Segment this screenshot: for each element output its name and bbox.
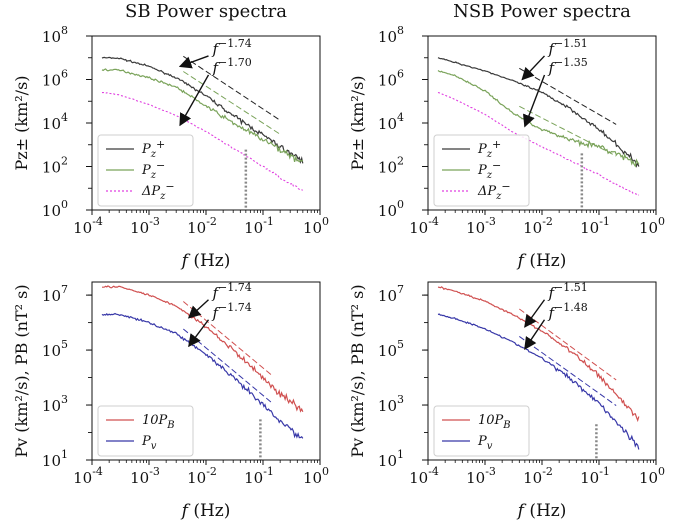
x-tick-label: 10-4: [409, 215, 439, 237]
legend-box: [97, 134, 194, 207]
y-tick-label: 105: [42, 338, 68, 360]
legend-label: 10PB: [478, 413, 511, 431]
panel-sb-pv: f−1.74f−1.74 10-4 10-3 10-2 10-1 100 101 103 105…: [12, 281, 329, 521]
series-line-P_z+: [101, 56, 304, 164]
y-tick-label: 107: [42, 283, 68, 305]
y-tick-label: 100: [378, 198, 404, 220]
annotation-arrow: [524, 319, 546, 350]
x-tick-label: 100: [639, 215, 665, 237]
y-tick-label: 102: [378, 155, 404, 177]
legend-label: Pz+: [141, 138, 165, 160]
panel-nsb-pz: NSB Power spectra f−1.51f−1.35 10-4 10-3 10-…: [348, 1, 665, 271]
x-tick-label: 10-3: [130, 215, 160, 237]
panel-nsb-pv: f−1.51f−1.48 10-4 10-3 10-2 10-1 100 101 103 105…: [348, 281, 665, 521]
legend-label: Pv: [477, 434, 493, 452]
panel-title: SB Power spectra: [125, 1, 287, 22]
legend-label: 10PB: [142, 413, 175, 431]
y-tick-label: 100: [42, 198, 68, 220]
x-tick-label: 100: [303, 465, 329, 487]
legend-label: ΔPz−: [141, 180, 175, 202]
y-tick-label: 102: [42, 155, 68, 177]
legend-box: [433, 134, 530, 207]
y-tick-label: 108: [42, 24, 68, 46]
x-tick-label: 10-4: [409, 465, 439, 487]
x-tick-label: 10-1: [244, 465, 274, 487]
fit-annotation: f−1.74: [211, 37, 251, 58]
y-tick-label: 107: [378, 283, 404, 305]
x-tick-label: 10-4: [73, 215, 103, 237]
annotation-arrow: [178, 55, 209, 69]
x-tick-label: 10-1: [580, 465, 610, 487]
x-tick-label: 10-2: [187, 215, 217, 237]
x-axis-label: f (Hz): [516, 251, 567, 271]
panel-title: NSB Power spectra: [453, 1, 631, 22]
fit-line-0: [183, 55, 281, 121]
x-tick-label: 10-2: [523, 465, 553, 487]
y-axis-label: Pz± (km²/s): [348, 75, 367, 170]
legend-box: [433, 405, 530, 457]
annotation-arrow: [521, 55, 546, 81]
y-tick-label: 103: [42, 393, 68, 415]
series-line-P_v: [437, 313, 640, 450]
x-tick-label: 100: [303, 215, 329, 237]
series-line-dP_z-: [437, 91, 640, 197]
series-line-P_v: [101, 312, 304, 439]
fit-annotation: f−1.51: [547, 281, 587, 302]
x-tick-label: 100: [639, 465, 665, 487]
x-axis-label: f (Hz): [516, 501, 567, 521]
y-tick-label: 105: [378, 338, 404, 360]
y-tick-label: 106: [378, 68, 404, 90]
x-tick-label: 10-4: [73, 465, 103, 487]
y-axis-label: Pz± (km²/s): [12, 75, 31, 170]
series-line-P_z-: [101, 68, 304, 163]
x-tick-label: 10-3: [466, 215, 496, 237]
series-line-10P_B: [102, 285, 304, 413]
x-tick-label: 10-2: [187, 465, 217, 487]
fit-line-0: [519, 67, 617, 125]
x-tick-label: 10-1: [580, 215, 610, 237]
y-tick-label: 103: [378, 393, 404, 415]
fit-annotation: f−1.74: [211, 281, 251, 302]
y-tick-label: 106: [42, 68, 68, 90]
x-tick-label: 10-3: [466, 465, 496, 487]
legend-box: [97, 405, 194, 457]
series-group: [101, 55, 304, 210]
fit-line-0: [519, 308, 617, 381]
y-tick-label: 108: [378, 24, 404, 46]
annotation-arrow: [179, 74, 210, 127]
series-line-dP_z-: [101, 91, 303, 191]
legend-label: Pv: [141, 434, 157, 452]
series-line-P_z-: [437, 70, 640, 168]
y-axis-label: Pv (km²/s), PB (nT² s): [348, 284, 367, 457]
fit-annotation: f−1.51: [547, 37, 587, 58]
annotation-arrow: [187, 299, 209, 319]
annotation-arrow: [524, 299, 546, 328]
fit-line-1: [183, 71, 281, 135]
y-axis-label: Pv (km²/s), PB (nT² s): [12, 284, 31, 457]
legend-label: Pz−: [141, 159, 165, 181]
x-tick-label: 10-1: [244, 215, 274, 237]
x-axis-label: f (Hz): [180, 251, 231, 271]
x-tick-label: 10-2: [523, 215, 553, 237]
annotation-arrow: [523, 74, 546, 128]
legend-label: ΔPz−: [477, 180, 511, 202]
panel-sb-pz: SB Power spectra f−1.74f−1.70 10-4 10-3 10-2…: [12, 1, 329, 271]
legend-label: Pz+: [477, 138, 501, 160]
fit-annotation: f−1.70: [211, 56, 251, 77]
fit-annotation: f−1.74: [211, 301, 251, 322]
y-tick-label: 101: [42, 448, 68, 470]
fit-line-1: [182, 328, 274, 405]
fit-annotation: f−1.48: [547, 301, 587, 322]
x-tick-label: 10-3: [130, 465, 160, 487]
y-tick-label: 104: [378, 111, 404, 133]
annotation-arrow: [188, 319, 210, 348]
x-axis-label: f (Hz): [180, 501, 231, 521]
legend-label: Pz−: [477, 159, 501, 181]
fit-annotation: f−1.35: [547, 56, 587, 77]
fit-line-1: [519, 105, 617, 157]
fit-line-1: [519, 336, 617, 406]
y-tick-label: 101: [378, 448, 404, 470]
y-tick-label: 104: [42, 111, 68, 133]
